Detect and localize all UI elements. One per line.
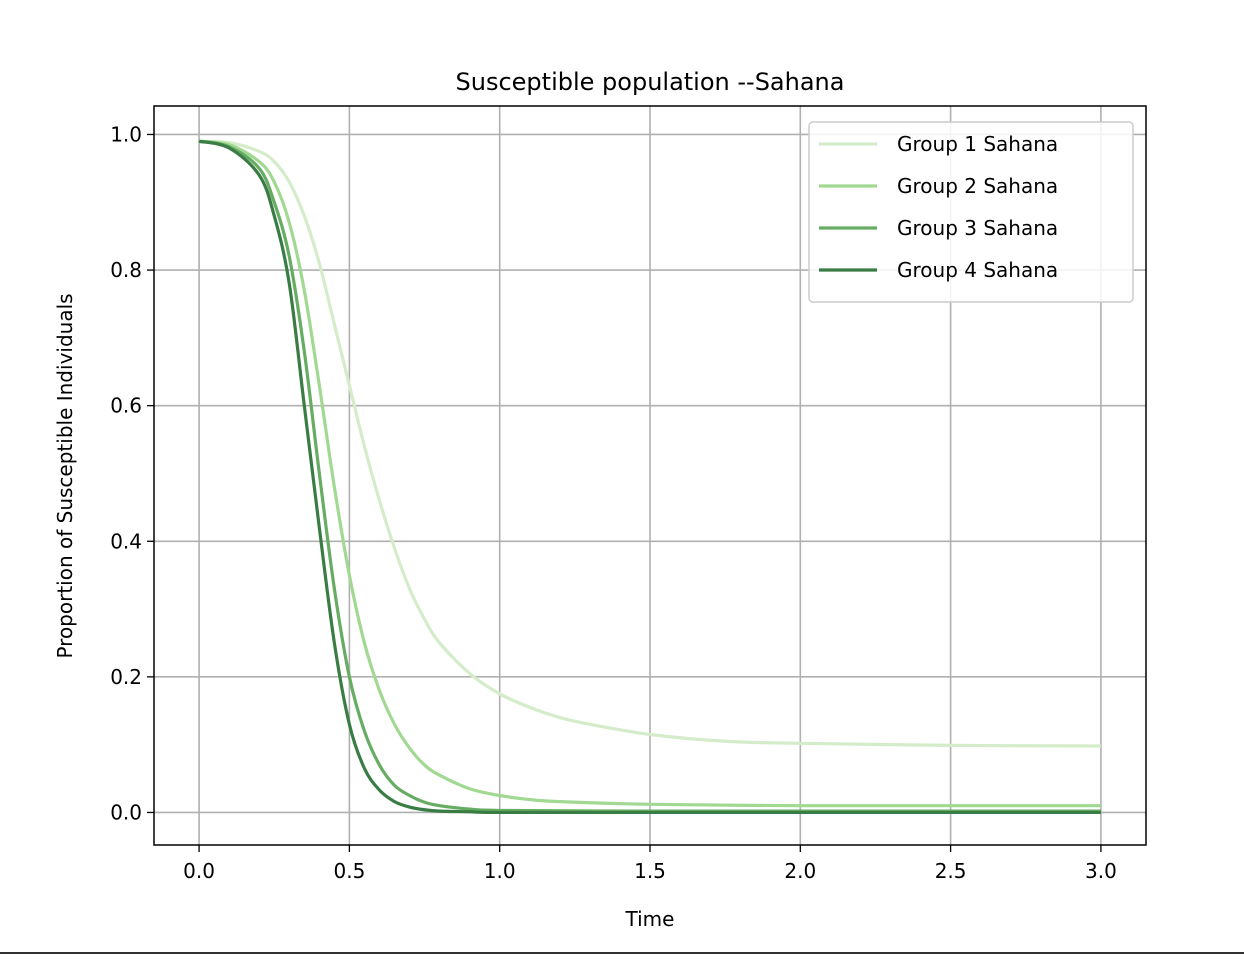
data-series <box>198 139 1101 815</box>
series-line-group-1 <box>199 139 1101 748</box>
x-tick-label: 2.5 <box>935 859 967 883</box>
y-tick-label: 0.8 <box>110 258 142 282</box>
series-line-group-2 <box>198 139 1101 808</box>
legend: Group 1 Sahana Group 2 Sahana Group 3 Saha… <box>808 121 1134 303</box>
x-tick-label: 1.0 <box>484 859 516 883</box>
legend-label: Group 4 Sahana <box>897 258 1058 282</box>
x-axis-label: Time <box>625 907 675 931</box>
y-tick-label: 0.0 <box>110 800 142 824</box>
series-line-group-4 <box>198 139 1101 815</box>
legend-box <box>808 121 1134 303</box>
legend-label: Group 1 Sahana <box>897 132 1058 156</box>
plot-area-border <box>153 105 1147 846</box>
y-tick-label: 0.4 <box>110 529 142 553</box>
legend-label: Group 2 Sahana <box>897 174 1058 198</box>
y-axis-label: Proportion of Susceptible Individuals <box>53 293 77 658</box>
x-tick-label: 3.0 <box>1085 859 1117 883</box>
bottom-divider <box>0 952 1244 954</box>
x-tick-label: 0.0 <box>183 859 215 883</box>
y-tick-label: 0.2 <box>110 665 142 689</box>
y-tick-label: 1.0 <box>110 122 142 146</box>
x-tick-label: 1.5 <box>634 859 666 883</box>
x-tick-label: 0.5 <box>333 859 365 883</box>
legend-label: Group 3 Sahana <box>897 216 1058 240</box>
y-tick-label: 0.6 <box>110 394 142 418</box>
chart-title: Susceptible population --Sahana <box>456 68 845 96</box>
x-tick-label: 2.0 <box>784 859 816 883</box>
axis-ticks: 0.0 0.5 1.0 1.5 2.0 2.5 3.0 0.0 0.2 0.4 0.6 0.8 1.0 <box>110 122 1117 883</box>
